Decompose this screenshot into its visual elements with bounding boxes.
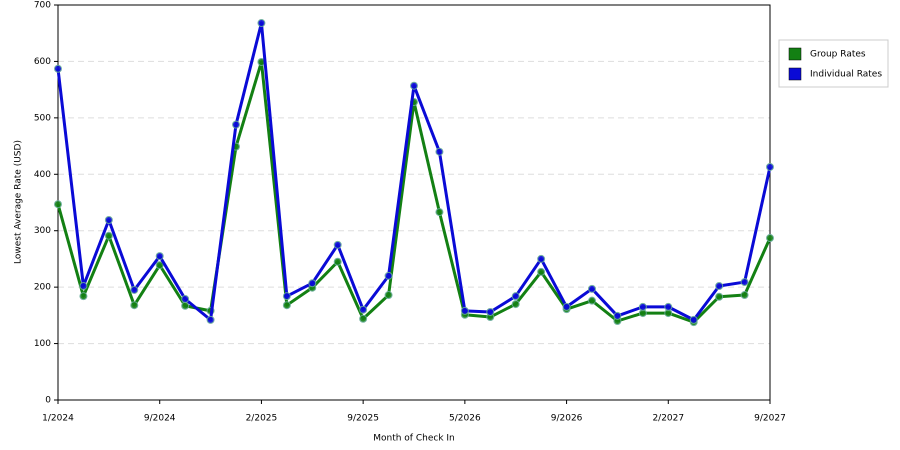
data-point: [104, 215, 113, 224]
data-point: [181, 294, 190, 303]
data-point: [359, 314, 368, 323]
y-tick-label: 400: [34, 170, 51, 180]
x-tick-label: 2/2025: [246, 414, 278, 424]
x-tick-label: 9/2024: [144, 414, 176, 424]
data-point: [588, 284, 596, 293]
data-point: [333, 240, 342, 249]
data-point: [104, 231, 113, 240]
data-point: [232, 120, 240, 129]
y-tick-label: 300: [34, 226, 51, 236]
data-point: [155, 261, 164, 270]
data-point: [638, 302, 647, 311]
x-axis-label: Month of Check In: [373, 434, 455, 444]
plot-frame: [57, 4, 771, 401]
data-point: [740, 278, 749, 287]
y-tick-label: 0: [45, 396, 51, 406]
data-point: [79, 282, 88, 291]
data-point: [715, 282, 724, 291]
legend-label: Individual Rates: [810, 70, 882, 80]
data-point: [54, 64, 62, 73]
data-point: [511, 300, 520, 309]
y-tick-label: 700: [34, 1, 51, 11]
data-point: [588, 296, 596, 305]
data-point: [511, 292, 520, 301]
data-point: [282, 301, 291, 310]
x-tick-label: 1/2024: [42, 414, 74, 424]
data-point: [155, 252, 164, 261]
data-point: [766, 234, 774, 243]
legend-label: Group Rates: [810, 50, 866, 60]
data-point: [54, 200, 62, 209]
x-tick-label: 9/2027: [754, 414, 786, 424]
data-point: [206, 315, 215, 324]
data-point: [486, 307, 495, 316]
y-axis-label: Lowest Average Rate (USD): [14, 140, 24, 264]
data-point: [460, 306, 469, 315]
data-point: [740, 291, 749, 300]
data-point: [257, 19, 266, 28]
data-point: [282, 292, 291, 301]
data-point: [766, 162, 774, 171]
data-point: [435, 147, 444, 156]
data-point: [715, 292, 724, 301]
y-tick-label: 100: [34, 339, 51, 349]
data-point: [308, 279, 317, 288]
legend-swatch: [788, 67, 802, 81]
data-point: [384, 291, 393, 300]
x-tick-label: 9/2026: [551, 414, 583, 424]
y-tick-label: 200: [34, 283, 51, 293]
data-point: [410, 81, 418, 90]
x-tick-label: 2/2027: [652, 414, 684, 424]
data-point: [664, 302, 673, 311]
data-point: [79, 292, 88, 301]
legend-swatch: [788, 47, 802, 61]
data-point: [384, 271, 393, 280]
data-point: [537, 254, 546, 263]
data-point: [435, 208, 444, 217]
data-point: [130, 301, 139, 310]
y-tick-label: 600: [34, 57, 51, 67]
data-point: [333, 257, 342, 266]
data-point: [613, 311, 622, 320]
data-point: [181, 301, 190, 310]
data-point: [537, 267, 546, 276]
y-tick-label: 500: [34, 113, 51, 123]
data-point: [689, 315, 698, 324]
x-tick-label: 5/2026: [449, 414, 481, 424]
data-point: [130, 285, 139, 294]
data-point: [562, 302, 571, 311]
data-point: [359, 305, 368, 314]
x-tick-label: 9/2025: [347, 414, 379, 424]
